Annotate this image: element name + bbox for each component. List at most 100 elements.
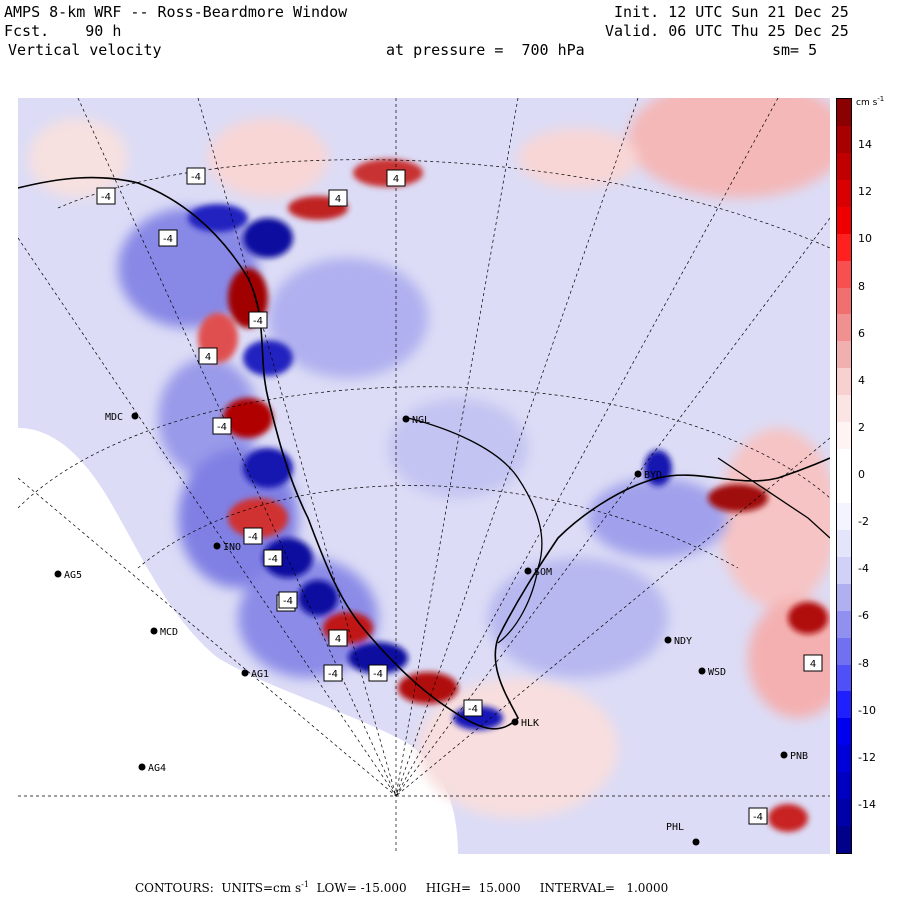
colorbar-tick: 0 <box>858 468 865 481</box>
colorbar-tick: 8 <box>858 279 865 293</box>
graticule <box>18 98 830 854</box>
colorbar-segment <box>837 125 851 154</box>
colorbar-segment <box>837 152 851 181</box>
contour-label-box <box>748 807 768 825</box>
contour-label-box <box>323 664 343 682</box>
colorbar-segment <box>837 476 851 504</box>
station-label: AG5 <box>64 570 82 581</box>
contour-label: 4 <box>393 174 399 185</box>
colorbar-tick: -10 <box>858 703 876 717</box>
station-marker <box>634 470 642 478</box>
colorbar-tick: 12 <box>858 185 872 199</box>
station-label: NDY <box>674 636 692 647</box>
station-marker <box>664 636 672 644</box>
colorbar-segment <box>837 287 851 315</box>
colorbar-segment <box>837 341 851 369</box>
station-marker <box>131 412 139 420</box>
no-data-region <box>18 428 458 854</box>
station-marker <box>138 763 146 771</box>
init-time: Init. 12 UTC Sun 21 Dec 25 <box>614 3 849 21</box>
pressure-level: at pressure = 700 hPa <box>386 41 585 59</box>
colorbar-segment <box>837 637 851 665</box>
station-marker <box>780 751 788 759</box>
station-label: BYD <box>644 470 662 481</box>
station-marker <box>54 570 62 578</box>
station-marker <box>511 718 519 726</box>
contour-label: -4 <box>373 669 383 680</box>
contour-label-box <box>328 189 348 207</box>
contour-label: -4 <box>753 812 763 823</box>
ice-shelf-front <box>407 417 543 644</box>
contour-label-box <box>212 417 232 435</box>
colorbar-segment <box>837 314 851 342</box>
contours-label: CONTOURS: <box>135 881 214 895</box>
colorbar-segment <box>837 422 851 450</box>
colorbar-segment <box>837 449 851 477</box>
map-panel: MDC NGL AG5 MCD AG1 AG4 SOM NDY WSD HLK PNB PHL INO B… <box>18 98 830 854</box>
map-canvas: MDC NGL AG5 MCD AG1 AG4 SOM NDY WSD HLK PNB PHL INO B… <box>18 98 830 854</box>
station-label: AG1 <box>251 669 269 680</box>
contour-label-box <box>198 347 218 365</box>
contour-info: CONTOURS: UNITS=cm s-1 LOW= -15.000 HIGH… <box>135 880 669 895</box>
low-value: LOW= -15.000 <box>316 881 407 895</box>
contour-label: -4 <box>468 704 478 715</box>
station-marker <box>692 838 700 846</box>
coastline-east <box>717 457 830 539</box>
contour-label-box <box>463 699 483 717</box>
contour-label: -4 <box>253 316 263 327</box>
colorbar-tick: 14 <box>858 138 872 152</box>
colorbar-segment <box>837 772 851 800</box>
colorbar-segment <box>837 260 851 288</box>
forecast-value: 90 h <box>85 22 122 40</box>
station-label: PNB <box>790 751 808 762</box>
contour-label: 4 <box>335 194 341 205</box>
coastline <box>18 176 830 730</box>
station-marker <box>402 415 410 423</box>
station-label: MDC <box>105 412 123 423</box>
colorbar-segment <box>837 206 851 235</box>
colorbar <box>836 98 852 854</box>
station-layer: MDC NGL AG5 MCD AG1 AG4 SOM NDY WSD HLK PNB PHL INO B… <box>54 412 808 846</box>
station-label: NGL <box>412 415 430 426</box>
station-label: WSD <box>708 667 726 678</box>
forecast-label: Fcst. <box>4 22 50 40</box>
colorbar-tick: -12 <box>858 750 876 764</box>
colorbar-segment <box>837 799 851 827</box>
station-label: INO <box>223 542 241 553</box>
field-name: Vertical velocity <box>8 41 162 59</box>
colorbar-tick: -2 <box>858 515 869 529</box>
contour-label-box <box>158 229 178 247</box>
contour-label: -4 <box>163 234 173 245</box>
colorbar-segment <box>837 664 851 692</box>
contour-label-box <box>368 664 388 682</box>
colorbar-segment <box>837 583 851 612</box>
colorbar-tick: 6 <box>858 326 865 340</box>
station-label: AG4 <box>148 763 166 774</box>
mountain-wave-band <box>188 159 828 832</box>
colorbar-tick: -6 <box>858 609 869 623</box>
colorbar-units: cm s-1 <box>856 95 885 108</box>
colorbar-segment <box>837 718 851 746</box>
colorbar-segment <box>837 368 851 396</box>
interval-value: INTERVAL= 1.0000 <box>539 881 669 895</box>
colorbar-segment <box>837 99 851 127</box>
colorbar-segment <box>837 556 851 585</box>
contour-label: -4 <box>248 532 258 543</box>
contour-label-layer: -4-44-44-4-4-4-4-44-4-4-4-444-4 <box>96 167 823 825</box>
station-marker <box>150 627 158 635</box>
station-label: MCD <box>160 627 178 638</box>
station-marker <box>524 567 532 575</box>
contour-label-box <box>803 654 823 672</box>
station-marker <box>213 542 221 550</box>
colorbar-segment <box>837 529 851 558</box>
contour-label-box <box>248 311 268 329</box>
contour-label: 4 <box>205 352 211 363</box>
contour-label: -4 <box>268 554 278 565</box>
colorbar-segment <box>837 826 851 854</box>
colorbar-segment <box>837 179 851 208</box>
station-label: SOM <box>534 567 552 578</box>
colorbar-segment <box>837 395 851 423</box>
colorbar-tick: 10 <box>858 232 872 246</box>
contour-label-box <box>243 527 263 545</box>
colorbar-tick: 4 <box>858 373 865 387</box>
